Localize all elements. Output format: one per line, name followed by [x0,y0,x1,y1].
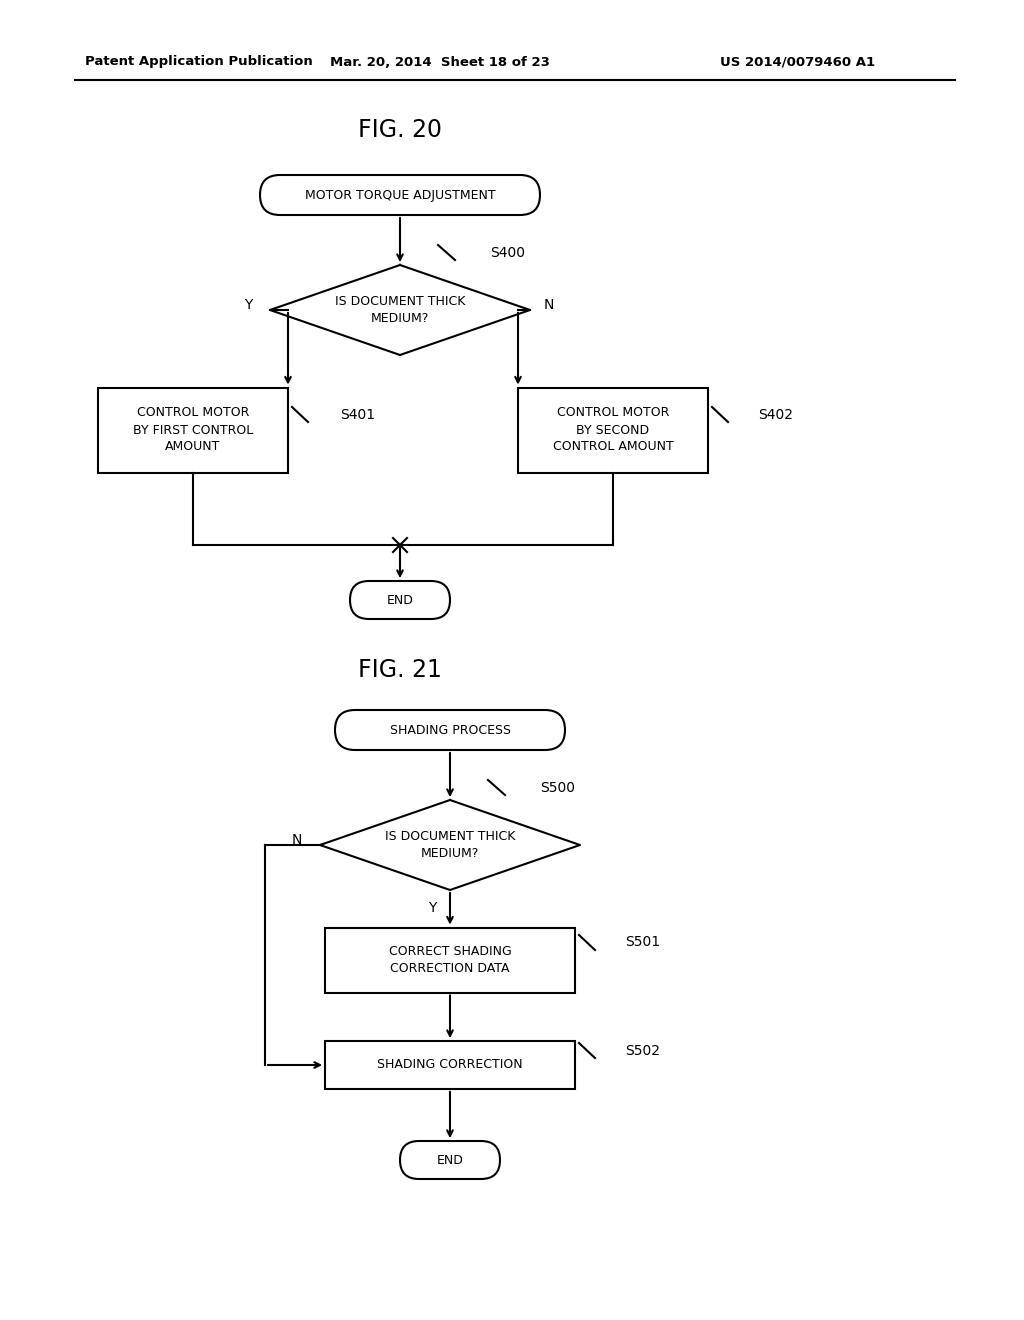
FancyBboxPatch shape [260,176,540,215]
Text: Patent Application Publication: Patent Application Publication [85,55,312,69]
Text: FIG. 21: FIG. 21 [358,657,442,682]
Text: CONTROL MOTOR
BY FIRST CONTROL
AMOUNT: CONTROL MOTOR BY FIRST CONTROL AMOUNT [133,407,253,454]
Text: S401: S401 [340,408,375,422]
Text: END: END [387,594,414,606]
Text: IS DOCUMENT THICK
MEDIUM?: IS DOCUMENT THICK MEDIUM? [335,294,465,325]
FancyBboxPatch shape [400,1140,500,1179]
Text: S402: S402 [758,408,793,422]
Text: S501: S501 [625,935,660,949]
Text: N: N [292,833,302,847]
Text: END: END [436,1154,464,1167]
Text: S502: S502 [625,1044,660,1059]
Text: FIG. 20: FIG. 20 [358,117,442,143]
Text: SHADING PROCESS: SHADING PROCESS [389,723,511,737]
Text: S500: S500 [540,781,575,795]
Bar [98,388,288,473]
Text: CONTROL MOTOR
BY SECOND
CONTROL AMOUNT: CONTROL MOTOR BY SECOND CONTROL AMOUNT [553,407,674,454]
FancyBboxPatch shape [335,710,565,750]
FancyBboxPatch shape [350,581,450,619]
Text: Y: Y [244,298,252,312]
Text: CORRECT SHADING
CORRECTION DATA: CORRECT SHADING CORRECTION DATA [389,945,511,975]
Text: US 2014/0079460 A1: US 2014/0079460 A1 [720,55,876,69]
Bar [325,928,575,993]
Text: Y: Y [428,902,436,915]
Bar [325,1041,575,1089]
Text: MOTOR TORQUE ADJUSTMENT: MOTOR TORQUE ADJUSTMENT [305,189,496,202]
Text: Mar. 20, 2014  Sheet 18 of 23: Mar. 20, 2014 Sheet 18 of 23 [330,55,550,69]
Text: S400: S400 [490,246,525,260]
Text: IS DOCUMENT THICK
MEDIUM?: IS DOCUMENT THICK MEDIUM? [385,830,515,861]
Text: N: N [544,298,554,312]
Text: SHADING CORRECTION: SHADING CORRECTION [377,1059,523,1072]
Bar [518,388,708,473]
